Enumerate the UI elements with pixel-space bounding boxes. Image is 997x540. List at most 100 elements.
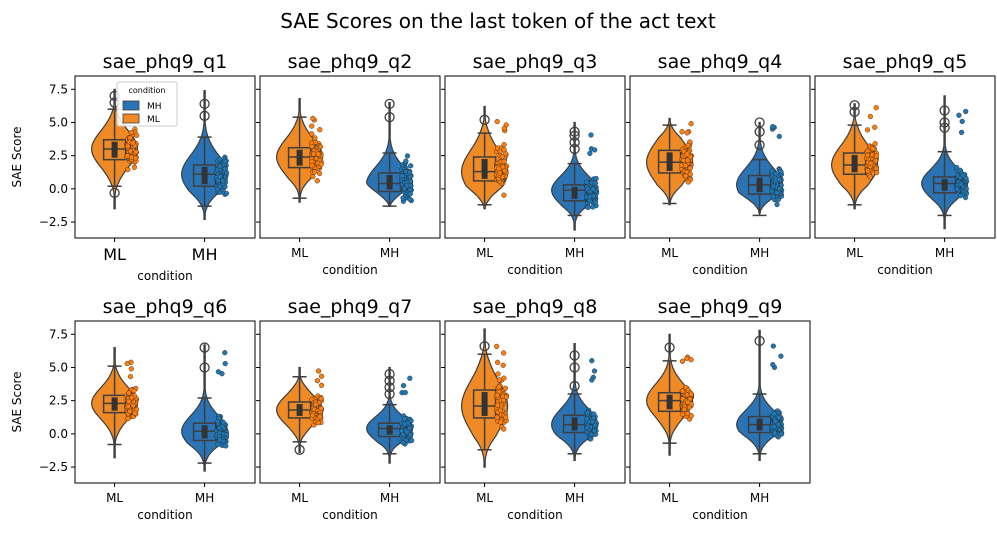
strip-point-ML <box>684 355 690 361</box>
strip-point-ML <box>497 170 503 176</box>
strip-point-ML <box>134 132 140 139</box>
strip-point-ML <box>317 414 323 420</box>
violin-inner-box-ML <box>481 159 488 179</box>
x-tick-label-ML: ML <box>661 491 678 505</box>
strip-point-ML <box>501 142 507 148</box>
strip-point-MH <box>224 170 230 176</box>
strip-point-ML <box>873 105 879 111</box>
outlier-MH <box>569 362 580 373</box>
strip-point-ML <box>494 343 500 350</box>
strip-point-MH <box>954 186 960 192</box>
outlier-MH <box>384 388 395 400</box>
strip-point-ML <box>131 388 137 394</box>
strip-point-MH <box>400 440 406 446</box>
strip-point-ML <box>501 125 507 132</box>
panel-title: sae_phq9_q2 <box>288 51 413 73</box>
strip-point-ML <box>309 162 315 169</box>
y-tick-label: −2.5 <box>39 460 68 474</box>
x-tick-label-ML: ML <box>661 246 678 260</box>
strip-point-MH <box>770 183 776 189</box>
strip-point-MH <box>771 424 777 430</box>
x-axis-label: condition <box>137 508 192 522</box>
violin-inner-box-ML <box>296 404 303 416</box>
strip-point-ML <box>682 163 689 169</box>
x-tick-label-MH: MH <box>565 491 584 505</box>
outlier-MH <box>569 130 580 141</box>
x-tick-label-ML: ML <box>291 491 308 505</box>
strip-point-ML <box>309 143 315 150</box>
x-axis-label: condition <box>877 263 932 277</box>
strip-point-MH <box>400 431 406 438</box>
strip-point-ML <box>494 402 501 408</box>
strip-point-MH <box>215 441 221 448</box>
strip-point-ML <box>132 410 138 416</box>
strip-point-ML <box>127 408 133 415</box>
strip-point-MH <box>404 429 410 435</box>
strip-point-MH <box>407 191 413 197</box>
strip-point-MH <box>776 176 782 183</box>
strip-point-MH <box>588 132 594 138</box>
panel-title: sae_phq9_q8 <box>473 296 598 318</box>
violin-inner-box-MH <box>571 417 578 431</box>
strip-point-MH <box>584 425 590 431</box>
x-axis-label: condition <box>507 263 562 277</box>
x-tick-label-ML: ML <box>291 246 308 260</box>
strip-point-ML <box>873 165 879 172</box>
violin-inner-box-ML <box>666 394 673 410</box>
strip-point-MH <box>217 163 223 169</box>
y-tick-label: 7.5 <box>49 82 68 96</box>
violin-inner-box-ML <box>851 155 858 173</box>
violin-inner-box-MH <box>201 166 208 185</box>
strip-point-ML <box>127 135 133 141</box>
strip-point-ML <box>128 366 134 372</box>
strip-point-MH <box>223 190 230 197</box>
strip-point-MH <box>778 169 784 175</box>
strip-point-ML <box>679 358 686 364</box>
strip-point-MH <box>217 174 223 180</box>
strip-point-MH <box>776 415 782 421</box>
legend-label-MH: MH <box>147 102 162 112</box>
strip-point-MH <box>407 375 413 381</box>
strip-point-ML <box>679 388 686 394</box>
strip-point-ML <box>318 405 324 412</box>
strip-point-MH <box>403 158 409 164</box>
strip-point-ML <box>501 192 507 198</box>
strip-point-ML <box>501 375 507 381</box>
strip-point-MH <box>959 118 965 125</box>
violin-inner-box-ML <box>111 141 118 158</box>
outlier-MH <box>939 117 950 128</box>
violin-inner-box-MH <box>756 418 763 431</box>
strip-point-MH <box>215 369 222 375</box>
violin-inner-box-MH <box>386 425 393 435</box>
strip-point-MH <box>590 419 596 425</box>
y-tick-label: 5.0 <box>49 115 68 129</box>
strip-point-ML <box>872 158 879 164</box>
outlier-ML <box>294 444 305 455</box>
strip-point-MH <box>770 343 776 349</box>
strip-point-MH <box>404 153 411 159</box>
strip-point-MH <box>408 163 414 169</box>
panel-title: sae_phq9_q6 <box>103 296 228 318</box>
y-tick-label: 2.5 <box>49 149 68 163</box>
strip-point-MH <box>963 108 969 115</box>
strip-point-MH <box>960 172 966 179</box>
x-tick-label-MH: MH <box>750 246 769 260</box>
strip-point-ML <box>867 113 874 120</box>
violin-inner-box-MH <box>571 186 578 199</box>
strip-point-ML <box>870 146 876 152</box>
y-tick-label: 5.0 <box>49 360 68 374</box>
outlier-MH <box>754 117 765 128</box>
strip-point-ML <box>688 413 694 419</box>
strip-point-MH <box>778 431 785 437</box>
violin-inner-box-ML <box>666 152 673 171</box>
strip-point-ML <box>312 135 318 141</box>
strip-point-ML <box>502 385 509 391</box>
strip-point-MH <box>591 428 598 434</box>
strip-point-MH <box>770 362 776 368</box>
strip-point-MH <box>956 112 962 118</box>
strip-point-ML <box>125 403 131 410</box>
strip-point-ML <box>684 130 690 136</box>
